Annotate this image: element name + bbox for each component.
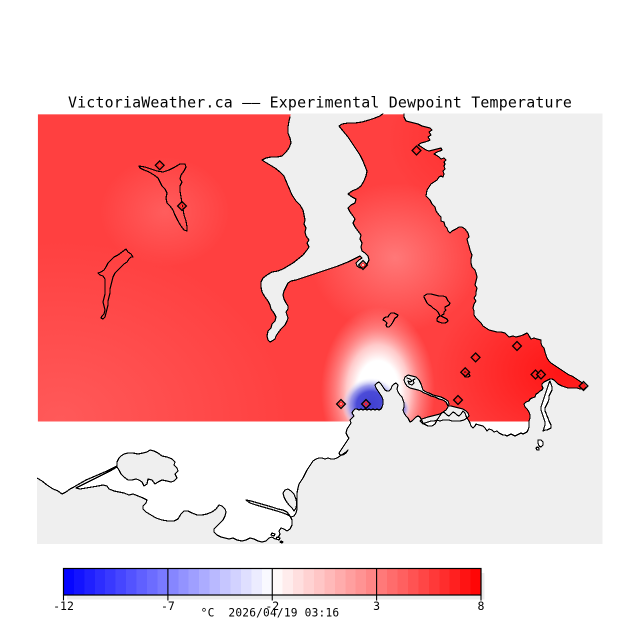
coastlines xyxy=(37,113,587,544)
colorbar-label: 8 xyxy=(478,599,485,613)
colorbar-label: -12 xyxy=(53,599,74,613)
field-light-southwest xyxy=(37,240,290,422)
colorbar-label: -2 xyxy=(265,599,279,613)
lake-shawnigan xyxy=(138,163,188,232)
colorbar-label: -7 xyxy=(161,599,175,613)
island-trial xyxy=(537,439,544,448)
map-title: VictoriaWeather.ca —— Experimental Dewpo… xyxy=(68,94,572,112)
islets-race-rocks xyxy=(270,532,284,544)
colorbar-unit-timestamp: °C 2026/04/19 03:16 xyxy=(201,607,340,620)
colorbar: -12 -7 -2 3 8 °C 2026/04/19 03:16 xyxy=(53,567,485,620)
islet-trial xyxy=(535,446,540,451)
colorbar-border xyxy=(62,567,482,596)
lake-prospect xyxy=(382,312,399,328)
lake-elk-beaver xyxy=(423,293,451,324)
colorbar-labels: -12 -7 -2 3 8 xyxy=(53,599,484,613)
coast-victoria-harbour xyxy=(403,374,470,425)
river-squiggle-portage xyxy=(406,377,416,386)
sea-strait-haro xyxy=(37,113,603,544)
lake-sooke-chain xyxy=(97,248,134,320)
coast-saanich-inlet xyxy=(260,113,384,343)
coast-main xyxy=(37,113,587,543)
sea-saanich-inlet xyxy=(261,113,383,342)
colorbar-label: 3 xyxy=(373,599,380,613)
field-light-patch-nw xyxy=(100,157,230,267)
headland-gonzales xyxy=(540,380,553,432)
